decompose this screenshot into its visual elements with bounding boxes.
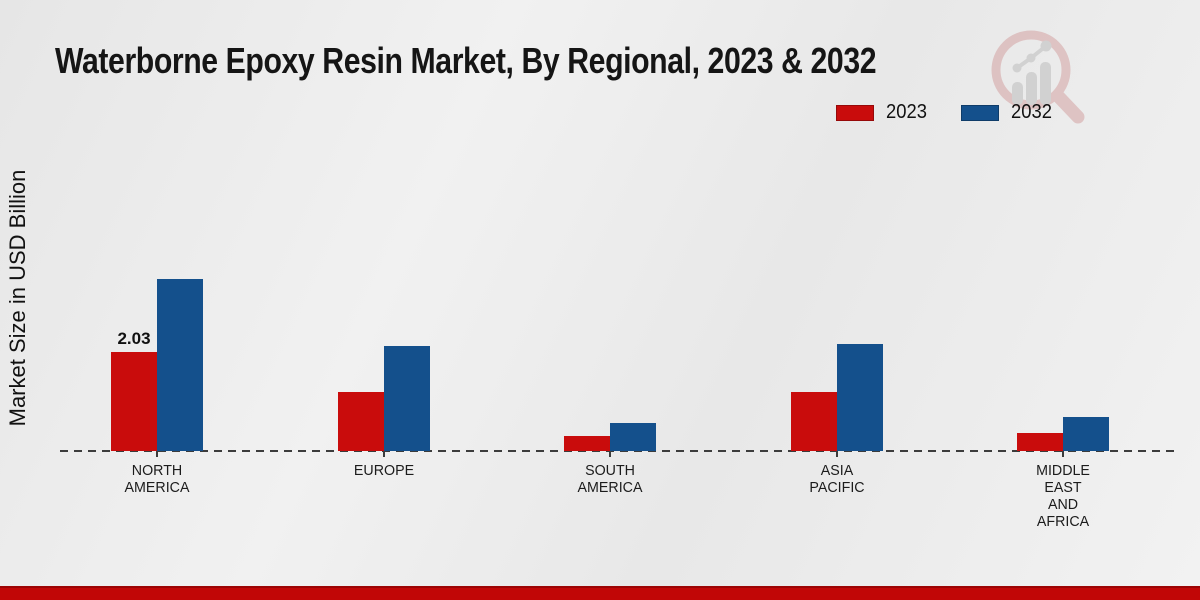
- bar-2032-europe: [383, 346, 430, 451]
- magnifier-bar-chart-logo-icon: [991, 30, 1085, 124]
- bar-2023-europe: [337, 392, 384, 451]
- bar-2032-middle-east-and-africa: [1063, 417, 1109, 451]
- legend-item-2023: 2023: [836, 101, 931, 124]
- data-label-2023-north-america: 2.03: [117, 329, 151, 348]
- bar-2032-south-america: [610, 423, 656, 451]
- footer-accent-band: [0, 586, 1200, 600]
- legend-label-2032: 2032: [1010, 101, 1052, 123]
- legend-swatch-2032: [960, 104, 999, 121]
- category-label-middle-east-and-africa: MIDDLE EAST AND AFRICA: [1036, 462, 1090, 530]
- legend-item-2032: 2032: [960, 101, 1056, 124]
- x-axis-tick: [156, 451, 158, 457]
- category-label-europe: EUROPE: [353, 462, 414, 479]
- category-label-asia-pacific: ASIA PACIFIC: [808, 462, 865, 496]
- bar-2023-asia-pacific: [790, 392, 837, 451]
- legend-swatch-2023: [836, 104, 874, 121]
- x-axis-baseline: [60, 450, 1178, 452]
- category-label-north-america: NORTH AMERICA: [124, 462, 190, 496]
- x-axis-tick: [835, 451, 838, 457]
- legend-label-2023: 2023: [886, 101, 927, 123]
- category-label-south-america: SOUTH AMERICA: [577, 462, 643, 496]
- x-axis-tick: [382, 451, 385, 457]
- x-axis-tick: [1062, 451, 1064, 457]
- bar-2023-north-america: [111, 352, 157, 451]
- bar-2023-south-america: [564, 436, 610, 451]
- x-axis-tick: [609, 451, 611, 457]
- bar-2032-asia-pacific: [836, 344, 883, 451]
- legend: 2023 2032: [836, 101, 1055, 124]
- bar-2032-north-america: [157, 279, 203, 451]
- chart-title: Waterborne Epoxy Resin Market, By Region…: [55, 40, 877, 81]
- bar-2023-middle-east-and-africa: [1017, 433, 1063, 451]
